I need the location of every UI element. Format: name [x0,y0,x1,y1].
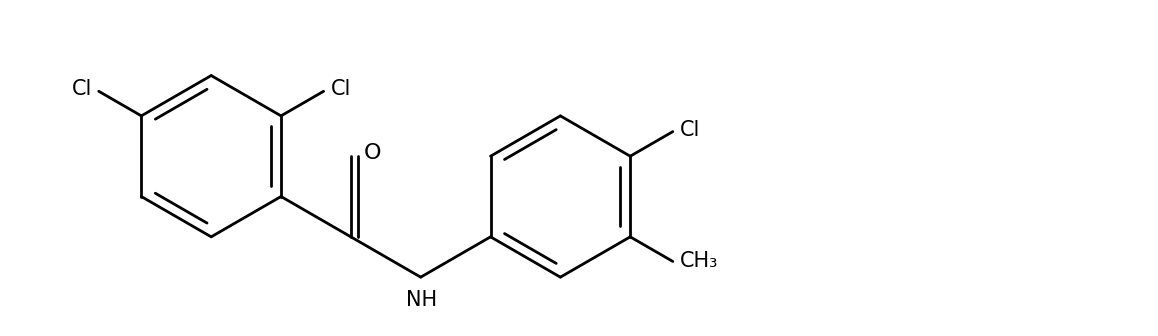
Text: Cl: Cl [72,79,91,99]
Text: O: O [364,143,381,163]
Text: NH: NH [406,290,438,310]
Text: Cl: Cl [680,120,701,140]
Text: Cl: Cl [330,79,351,99]
Text: CH₃: CH₃ [680,251,718,271]
